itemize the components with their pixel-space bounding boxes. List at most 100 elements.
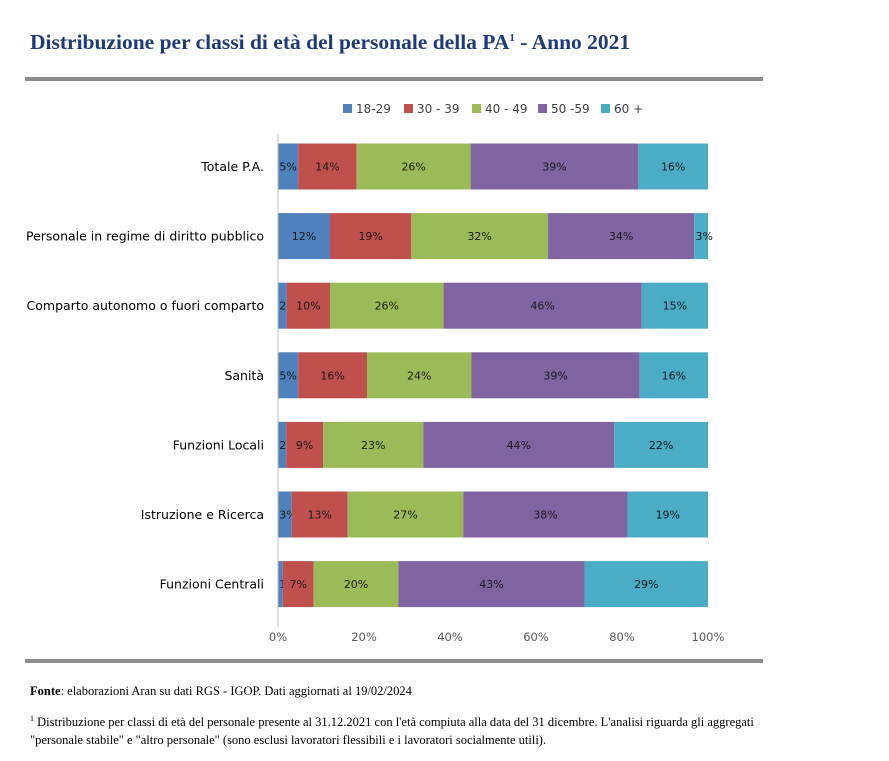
source-text: : elaborazioni Aran su dati RGS - IGOP. … bbox=[60, 684, 412, 698]
x-tick-label-1: 20% bbox=[351, 630, 377, 644]
data-label-comparto-autonomo-o-fuori-comparto-50-59: 46% bbox=[530, 300, 554, 313]
bar-comparto-autonomo-o-fuori-comparto-18-29 bbox=[278, 282, 287, 329]
bar-totale-p-a-30-39 bbox=[298, 143, 357, 190]
bar-personale-in-regime-di-diritto-pubblico-40-49 bbox=[411, 213, 549, 260]
bar-istruzione-e-ricerca-60 bbox=[627, 491, 708, 538]
category-label-funzioni-centrali: Funzioni Centrali bbox=[160, 577, 264, 592]
legend-label-30-39: 30 - 39 bbox=[417, 102, 460, 116]
data-label-personale-in-regime-di-diritto-pubblico-60: 3% bbox=[696, 230, 713, 243]
category-label-comparto-autonomo-o-fuori-comparto: Comparto autonomo o fuori comparto bbox=[27, 298, 264, 313]
bar-funzioni-locali-60 bbox=[614, 421, 708, 468]
data-label-sanita-18-29: 5% bbox=[279, 369, 296, 382]
legend-swatch-60 bbox=[601, 104, 610, 113]
bar-comparto-autonomo-o-fuori-comparto-50-59 bbox=[443, 282, 642, 329]
bar-totale-p-a-40-49 bbox=[356, 143, 471, 190]
data-label-funzioni-locali-40-49: 23% bbox=[361, 439, 385, 452]
legend-swatch-18-29 bbox=[343, 104, 352, 113]
legend-label-60: 60 + bbox=[614, 102, 643, 116]
data-label-personale-in-regime-di-diritto-pubblico-50-59: 34% bbox=[609, 230, 633, 243]
bar-funzioni-locali-18-29 bbox=[278, 421, 287, 468]
legend-label-40-49: 40 - 49 bbox=[485, 102, 528, 116]
bar-funzioni-locali-50-59 bbox=[423, 421, 615, 468]
data-label-sanita-60: 16% bbox=[662, 369, 686, 382]
bar-funzioni-locali-40-49 bbox=[323, 421, 424, 468]
data-label-totale-p-a-40-49: 26% bbox=[401, 161, 425, 174]
title-footnote-marker: 1 bbox=[509, 31, 515, 44]
bar-funzioni-centrali-60 bbox=[584, 561, 708, 608]
bar-istruzione-e-ricerca-50-59 bbox=[463, 491, 628, 538]
x-tick-label-2: 40% bbox=[437, 630, 463, 644]
footnote: 1 Distribuzione per classi di età del pe… bbox=[30, 710, 790, 749]
category-label-sanita: Sanità bbox=[224, 368, 264, 383]
data-label-sanita-50-59: 39% bbox=[543, 369, 567, 382]
data-label-sanita-40-49: 24% bbox=[407, 369, 431, 382]
page-title: Distribuzione per classi di età del pers… bbox=[30, 30, 630, 55]
x-tick-label-3: 60% bbox=[523, 630, 549, 644]
data-label-comparto-autonomo-o-fuori-comparto-60: 15% bbox=[663, 300, 687, 313]
bar-funzioni-centrali-30-39 bbox=[282, 561, 314, 608]
data-label-istruzione-e-ricerca-60: 19% bbox=[656, 509, 680, 522]
bar-totale-p-a-60 bbox=[638, 143, 708, 190]
bar-comparto-autonomo-o-fuori-comparto-40-49 bbox=[330, 282, 444, 329]
legend-label-18-29: 18-29 bbox=[356, 102, 391, 116]
bottom-divider bbox=[25, 659, 763, 663]
source-note: Fonte: elaborazioni Aran su dati RGS - I… bbox=[30, 684, 412, 699]
bar-personale-in-regime-di-diritto-pubblico-30-39 bbox=[330, 213, 412, 260]
bar-funzioni-centrali-40-49 bbox=[313, 561, 399, 608]
bar-comparto-autonomo-o-fuori-comparto-30-39 bbox=[286, 282, 331, 329]
category-label-personale-in-regime-di-diritto-pubblico: Personale in regime di diritto pubblico bbox=[26, 229, 264, 244]
legend-label-50-59: 50 -59 bbox=[551, 102, 590, 116]
data-label-funzioni-centrali-50-59: 43% bbox=[479, 578, 503, 591]
top-divider bbox=[25, 77, 763, 81]
footnote-text: Distribuzione per classi di età del pers… bbox=[30, 715, 754, 748]
bar-istruzione-e-ricerca-18-29 bbox=[278, 491, 292, 538]
x-tick-label-0: 0% bbox=[269, 630, 287, 644]
data-label-istruzione-e-ricerca-30-39: 13% bbox=[307, 509, 331, 522]
age-distribution-chart: 18-29 30 - 39 40 - 49 50 -59 60 + Totale P.A.… bbox=[26, 102, 725, 644]
data-label-funzioni-centrali-60: 29% bbox=[634, 578, 658, 591]
bar-personale-in-regime-di-diritto-pubblico-60 bbox=[694, 213, 708, 260]
bar-istruzione-e-ricerca-30-39 bbox=[291, 491, 348, 538]
legend-swatch-50-59 bbox=[538, 104, 547, 113]
data-label-personale-in-regime-di-diritto-pubblico-40-49: 32% bbox=[467, 230, 491, 243]
bar-totale-p-a-18-29 bbox=[278, 143, 299, 190]
bar-funzioni-centrali-50-59 bbox=[398, 561, 585, 608]
bar-totale-p-a-50-59 bbox=[470, 143, 639, 190]
data-label-funzioni-centrali-40-49: 20% bbox=[344, 578, 368, 591]
data-label-funzioni-centrali-30-39: 7% bbox=[289, 578, 306, 591]
bar-sanita-60 bbox=[639, 352, 708, 399]
footnote-marker: 1 bbox=[30, 714, 34, 723]
bar-sanita-50-59 bbox=[471, 352, 640, 399]
bar-personale-in-regime-di-diritto-pubblico-18-29 bbox=[278, 213, 331, 260]
data-label-personale-in-regime-di-diritto-pubblico-30-39: 19% bbox=[358, 230, 382, 243]
data-label-sanita-30-39: 16% bbox=[320, 369, 344, 382]
x-tick-label-5: 100% bbox=[692, 630, 725, 644]
bar-comparto-autonomo-o-fuori-comparto-60 bbox=[641, 282, 708, 329]
data-label-istruzione-e-ricerca-40-49: 27% bbox=[393, 509, 417, 522]
bar-sanita-18-29 bbox=[278, 352, 299, 399]
bar-personale-in-regime-di-diritto-pubblico-50-59 bbox=[548, 213, 695, 260]
title-year: - Anno 2021 bbox=[514, 30, 631, 54]
data-label-istruzione-e-ricerca-50-59: 38% bbox=[533, 509, 557, 522]
category-label-istruzione-e-ricerca: Istruzione e Ricerca bbox=[141, 507, 264, 522]
legend-swatch-40-49 bbox=[472, 104, 481, 113]
data-label-comparto-autonomo-o-fuori-comparto-30-39: 10% bbox=[296, 300, 320, 313]
bar-istruzione-e-ricerca-40-49 bbox=[347, 491, 464, 538]
bar-funzioni-centrali-18-29 bbox=[278, 561, 283, 608]
data-label-totale-p-a-50-59: 39% bbox=[542, 161, 566, 174]
data-label-funzioni-locali-60: 22% bbox=[649, 439, 673, 452]
data-label-personale-in-regime-di-diritto-pubblico-18-29: 12% bbox=[292, 230, 316, 243]
data-label-funzioni-locali-30-39: 9% bbox=[296, 439, 313, 452]
data-label-totale-p-a-18-29: 5% bbox=[279, 161, 296, 174]
category-label-funzioni-locali: Funzioni Locali bbox=[173, 437, 264, 452]
source-label: Fonte bbox=[30, 684, 61, 698]
data-label-funzioni-locali-50-59: 44% bbox=[507, 439, 531, 452]
bar-sanita-30-39 bbox=[298, 352, 368, 399]
category-label-totale-p-a: Totale P.A. bbox=[200, 159, 264, 174]
data-label-totale-p-a-60: 16% bbox=[661, 161, 685, 174]
title-main: Distribuzione per classi di età del pers… bbox=[30, 30, 510, 54]
x-tick-label-4: 80% bbox=[609, 630, 635, 644]
legend-swatch-30-39 bbox=[404, 104, 413, 113]
bar-sanita-40-49 bbox=[367, 352, 472, 399]
bar-funzioni-locali-30-39 bbox=[286, 421, 324, 468]
